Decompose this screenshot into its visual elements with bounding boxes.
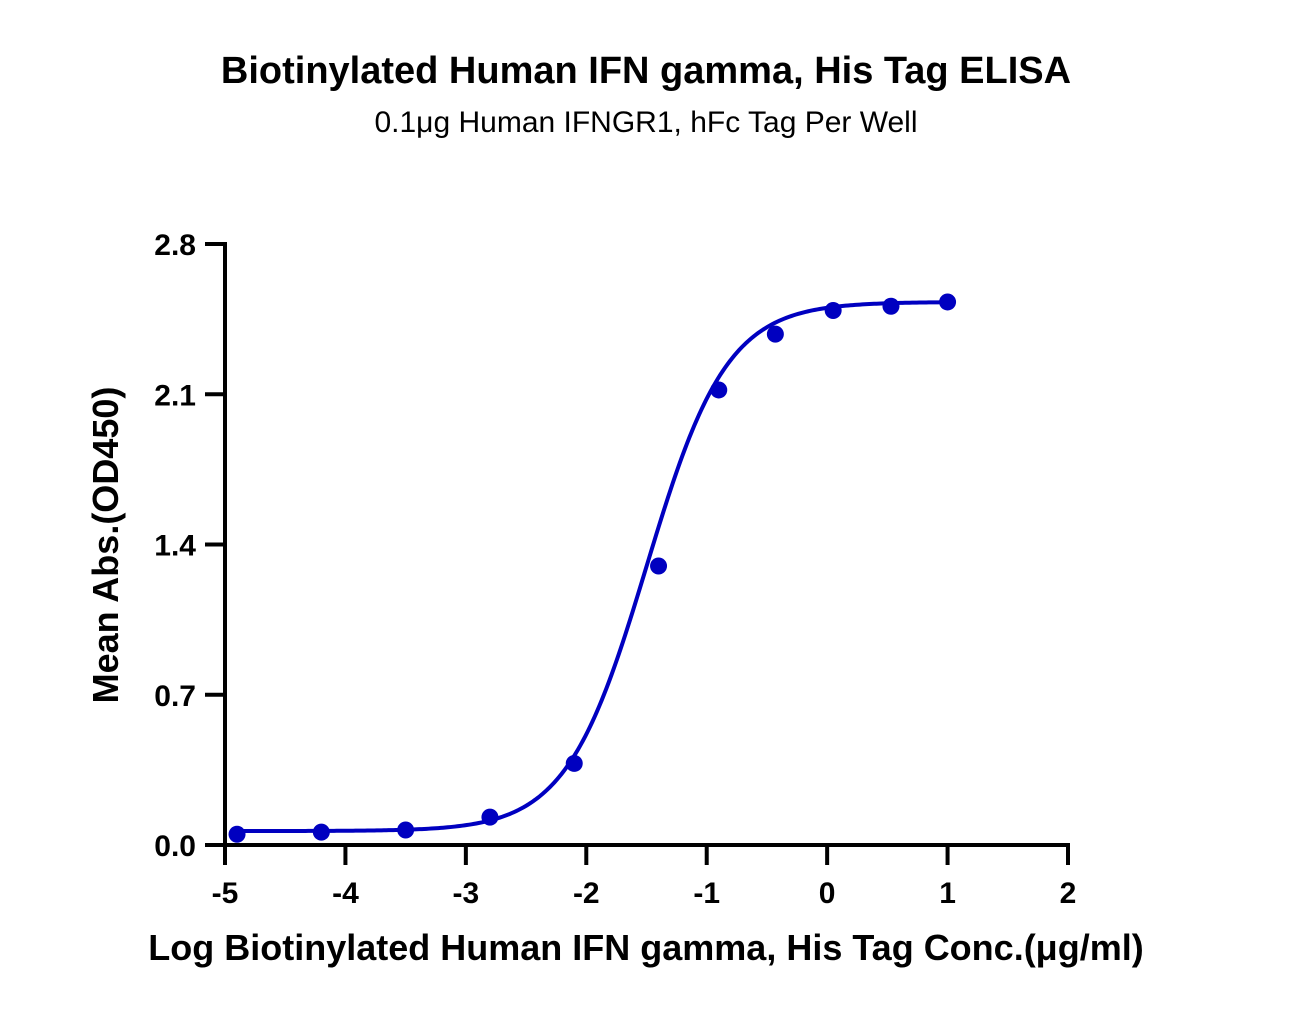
y-tick-label: 0.7 <box>154 680 196 713</box>
data-point <box>824 302 842 320</box>
data-point <box>650 557 668 575</box>
x-tick-label: 2 <box>1060 877 1077 910</box>
y-tick-label: 0.0 <box>154 830 196 863</box>
y-ticks: 0.0 0.7 1.4 2.1 2.8 <box>154 229 225 863</box>
data-point <box>710 381 728 399</box>
x-tick-label: -4 <box>332 877 359 910</box>
data-point <box>397 821 415 839</box>
data-point <box>312 823 330 841</box>
data-point <box>565 754 583 772</box>
data-point <box>228 825 246 843</box>
x-tick-label: 0 <box>819 877 836 910</box>
y-tick-label: 1.4 <box>154 530 196 563</box>
x-axis-label: Log Biotinylated Human IFN gamma, His Ta… <box>148 927 1143 968</box>
data-point <box>882 297 900 315</box>
x-tick-label: -1 <box>693 877 720 910</box>
x-tick-label: -3 <box>453 877 480 910</box>
data-points <box>228 293 957 843</box>
x-ticks: -5 -4 -3 -2 -1 0 1 2 <box>212 845 1077 910</box>
chart-subtitle: 0.1μg Human IFNGR1, hFc Tag Per Well <box>374 106 917 139</box>
x-tick-label: -5 <box>212 877 239 910</box>
data-point <box>939 293 957 311</box>
fit-curve <box>237 300 948 834</box>
data-point <box>481 808 499 826</box>
x-tick-label: 1 <box>939 877 956 910</box>
axes <box>223 242 1070 847</box>
chart-title: Biotinylated Human IFN gamma, His Tag EL… <box>221 50 1071 92</box>
y-axis-label: Mean Abs.(OD450) <box>85 387 126 704</box>
y-tick-label: 2.8 <box>154 229 196 262</box>
y-tick-label: 2.1 <box>154 379 196 412</box>
x-tick-label: -2 <box>573 877 600 910</box>
data-point <box>766 325 784 343</box>
